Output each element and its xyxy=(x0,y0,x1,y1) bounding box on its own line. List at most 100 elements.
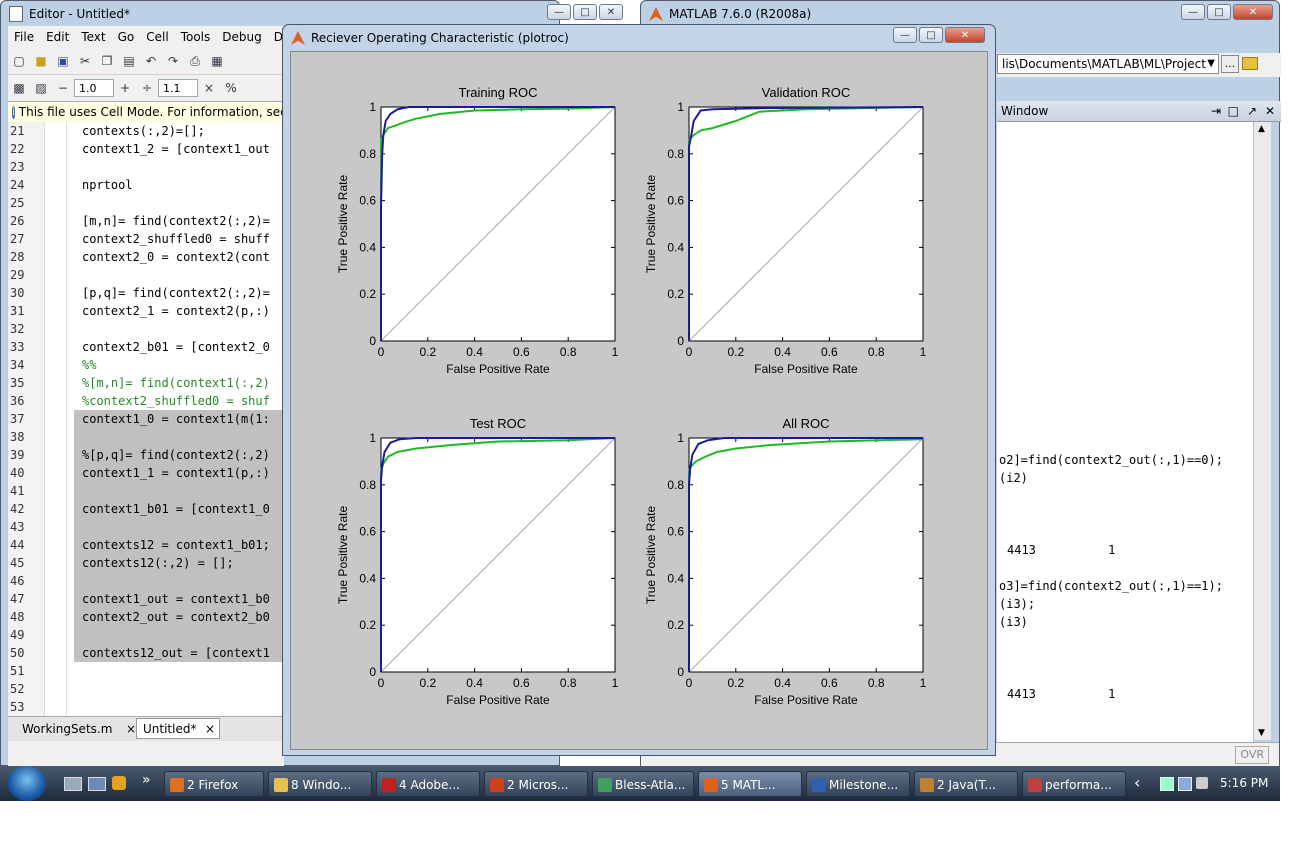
maximize-icon[interactable]: □ xyxy=(1207,4,1231,20)
find-icon[interactable]: ▦ xyxy=(211,54,223,68)
close-tab-icon[interactable]: × xyxy=(125,722,136,736)
code-line[interactable]: 36 %context2_shuffled0 = shuf xyxy=(8,392,284,410)
quicklaunch-more-icon[interactable]: » xyxy=(142,772,151,788)
chevron-down-icon[interactable]: ▼ xyxy=(1207,58,1215,69)
close-icon[interactable]: ✕ xyxy=(599,4,623,20)
command-window[interactable]: o2]=find(context2_out(:,1)==0); (i2) 441… xyxy=(997,122,1253,742)
code-line[interactable]: 47 context1_out = context1_b0 xyxy=(8,590,284,608)
code-line[interactable]: 50 contexts12_out = [context1 xyxy=(8,644,284,662)
undock-icon[interactable]: ⇥ xyxy=(1210,104,1221,118)
taskbar-button[interactable]: 2 Java(T... xyxy=(914,771,1018,797)
menu-tools[interactable]: Tools xyxy=(180,30,211,44)
menu-file[interactable]: File xyxy=(14,30,35,44)
percent-icon[interactable]: % xyxy=(225,81,237,95)
scroll-down-icon[interactable]: ▼ xyxy=(1258,728,1265,738)
taskbar-button[interactable]: 2 Firefox xyxy=(164,771,264,797)
show-desktop-icon[interactable] xyxy=(64,777,82,791)
minimize-icon[interactable]: — xyxy=(893,27,917,43)
code-line[interactable]: 43 xyxy=(8,518,284,536)
plus-icon[interactable]: + xyxy=(119,81,131,95)
scale-value-field[interactable]: 1.1 xyxy=(158,79,198,97)
code-line[interactable]: 41 xyxy=(8,482,284,500)
start-orb-icon[interactable] xyxy=(8,766,46,801)
minimize-icon[interactable]: — xyxy=(547,4,571,20)
tray-volume-icon[interactable] xyxy=(1196,777,1208,789)
scroll-up-icon[interactable]: ▲ xyxy=(1258,124,1265,134)
code-line[interactable]: 35 %[m,n]= find(context1(:,2) xyxy=(8,374,284,392)
code-line[interactable]: 49 xyxy=(8,626,284,644)
code-line[interactable]: 25 xyxy=(8,194,284,212)
tray-expand-icon[interactable]: ‹ xyxy=(1134,773,1141,792)
menu-cell[interactable]: Cell xyxy=(146,30,169,44)
menu-desktop[interactable]: Des xyxy=(273,30,284,44)
tray-monitor-icon[interactable] xyxy=(1178,777,1192,791)
code-line[interactable]: 37 context1_0 = context1(m(1: xyxy=(8,410,284,428)
minimize-icon[interactable]: — xyxy=(1181,4,1205,20)
code-line[interactable]: 45 contexts12(:,2) = []; xyxy=(8,554,284,572)
code-line[interactable]: 51 xyxy=(8,662,284,680)
taskbar-button[interactable]: Milestone... xyxy=(806,771,910,797)
copy-icon[interactable]: ❐ xyxy=(101,54,113,68)
code-line[interactable]: 28 context2_0 = context2(cont xyxy=(8,248,284,266)
code-line[interactable]: 31 context2_1 = context2(p,:) xyxy=(8,302,284,320)
code-line[interactable]: 42 context1_b01 = [context1_0 xyxy=(8,500,284,518)
save-icon[interactable]: ▣ xyxy=(57,54,69,68)
tray-network-icon[interactable] xyxy=(1160,777,1174,791)
divide-icon[interactable]: ÷ xyxy=(141,81,153,95)
code-line[interactable]: 44 contexts12 = context1_b01; xyxy=(8,536,284,554)
taskbar-button[interactable]: 4 Adobe... xyxy=(376,771,480,797)
paste-icon[interactable]: ▤ xyxy=(123,54,135,68)
taskbar-button[interactable]: 8 Windo... xyxy=(268,771,372,797)
code-line[interactable]: 52 xyxy=(8,680,284,698)
code-line[interactable]: 38 xyxy=(8,428,284,446)
cut-icon[interactable]: ✂ xyxy=(79,54,91,68)
menu-edit[interactable]: Edit xyxy=(46,30,70,44)
close-pane-icon[interactable]: ✕ xyxy=(1264,104,1275,118)
menu-go[interactable]: Go xyxy=(117,30,135,44)
print-icon[interactable]: ⎙ xyxy=(190,54,200,68)
code-line[interactable]: 27 context2_shuffled0 = shuff xyxy=(8,230,284,248)
eval-cell-icon[interactable]: ▨ xyxy=(35,81,47,95)
code-line[interactable]: 21 contexts(:,2)=[]; xyxy=(8,122,284,140)
code-line[interactable]: 29 xyxy=(8,266,284,284)
minus-icon[interactable]: − xyxy=(57,81,69,95)
vertical-scrollbar[interactable]: ▲ ▼ xyxy=(1253,122,1271,740)
undo-icon[interactable]: ↶ xyxy=(145,54,157,68)
code-line[interactable]: 33 context2_b01 = [context2_0 xyxy=(8,338,284,356)
switch-windows-icon[interactable] xyxy=(88,777,106,791)
code-line[interactable]: 48 context2_out = context2_b0 xyxy=(8,608,284,626)
close-icon[interactable]: ✕ xyxy=(1233,4,1273,20)
taskbar-button[interactable]: Bless-Atla... xyxy=(592,771,694,797)
code-line[interactable]: 23 xyxy=(8,158,284,176)
code-line[interactable]: 40 context1_1 = context1(p,:) xyxy=(8,464,284,482)
tab-untitled[interactable]: Untitled* × xyxy=(136,718,220,739)
insert-cell-icon[interactable]: ▩ xyxy=(13,81,25,95)
media-player-icon[interactable] xyxy=(112,776,126,790)
open-folder-icon[interactable]: ■ xyxy=(35,54,47,68)
menu-debug[interactable]: Debug xyxy=(222,30,262,44)
dock-arrow-icon[interactable]: ↗ xyxy=(1246,104,1257,118)
browse-folder-button[interactable]: ... xyxy=(1221,55,1239,73)
maximize-icon[interactable]: □ xyxy=(573,4,597,20)
code-line[interactable]: 22 context1_2 = [context1_out xyxy=(8,140,284,158)
code-line[interactable]: 39 %[p,q]= find(context2(:,2) xyxy=(8,446,284,464)
maximize-pane-icon[interactable]: □ xyxy=(1227,104,1239,118)
taskbar-button[interactable]: 5 MATL... xyxy=(698,771,802,797)
close-icon[interactable]: ✕ xyxy=(945,27,985,43)
taskbar-button[interactable]: 2 Micros... xyxy=(484,771,588,797)
code-line[interactable]: 24 nprtool xyxy=(8,176,284,194)
menu-text[interactable]: Text xyxy=(81,30,106,44)
code-line[interactable]: 26 [m,n]= find(context2(:,2)= xyxy=(8,212,284,230)
taskbar-button[interactable]: performa... xyxy=(1022,771,1126,797)
clock[interactable]: 5:16 PM xyxy=(1220,776,1269,790)
decrement-value-field[interactable]: 1.0 xyxy=(74,79,114,97)
code-line[interactable]: 30 [p,q]= find(context2(:,2)= xyxy=(8,284,284,302)
up-folder-icon[interactable] xyxy=(1242,57,1258,70)
times-icon[interactable]: × xyxy=(203,81,215,95)
code-area[interactable]: 21 contexts(:,2)=[]; 22 context1_2 = [conte… xyxy=(8,122,284,716)
tab-workingsets[interactable]: WorkingSets.m × xyxy=(14,719,136,739)
code-line[interactable]: 46 xyxy=(8,572,284,590)
current-folder-field[interactable]: lis\Documents\MATLAB\ML\Project ▼ xyxy=(997,54,1219,74)
new-file-icon[interactable]: ▢ xyxy=(13,54,25,68)
code-line[interactable]: 32 xyxy=(8,320,284,338)
